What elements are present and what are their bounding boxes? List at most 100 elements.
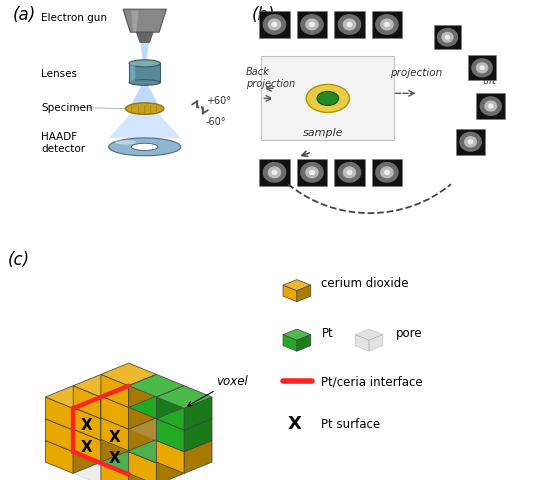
Polygon shape [156, 419, 184, 452]
Polygon shape [283, 286, 297, 302]
Ellipse shape [459, 132, 482, 153]
Text: projection: projection [390, 68, 442, 78]
Text: (b): (b) [252, 6, 275, 24]
Ellipse shape [305, 19, 319, 32]
Ellipse shape [441, 33, 454, 44]
Ellipse shape [464, 137, 477, 148]
Text: X: X [288, 415, 302, 432]
Ellipse shape [271, 23, 278, 28]
Ellipse shape [129, 81, 160, 86]
Bar [468, 56, 496, 81]
Ellipse shape [437, 29, 458, 48]
Ellipse shape [300, 15, 324, 36]
Bar [297, 12, 327, 39]
Text: tilt: tilt [482, 76, 496, 86]
Polygon shape [73, 419, 101, 452]
Polygon shape [101, 430, 156, 453]
Ellipse shape [480, 97, 502, 117]
Ellipse shape [380, 19, 394, 32]
Ellipse shape [115, 141, 136, 145]
Polygon shape [156, 441, 184, 473]
Polygon shape [129, 419, 156, 452]
Polygon shape [129, 374, 184, 397]
Text: X: X [81, 418, 93, 432]
Polygon shape [156, 408, 184, 441]
Polygon shape [131, 12, 139, 33]
Polygon shape [101, 452, 129, 480]
Polygon shape [156, 452, 184, 480]
Ellipse shape [263, 15, 286, 36]
Polygon shape [129, 408, 156, 441]
Polygon shape [101, 386, 129, 419]
Ellipse shape [384, 23, 390, 28]
Polygon shape [129, 418, 156, 451]
Polygon shape [156, 386, 212, 408]
Polygon shape [73, 418, 129, 441]
Bar [372, 160, 402, 186]
Polygon shape [73, 396, 129, 419]
Text: Pt/ceria interface: Pt/ceria interface [321, 375, 423, 388]
Polygon shape [156, 397, 184, 430]
Polygon shape [283, 280, 311, 291]
Polygon shape [101, 452, 156, 474]
Text: Pt: Pt [321, 326, 333, 339]
Polygon shape [73, 397, 101, 430]
Text: (c): (c) [8, 251, 30, 268]
Ellipse shape [480, 66, 485, 71]
Bar [260, 12, 289, 39]
Polygon shape [101, 418, 129, 451]
Polygon shape [101, 408, 129, 441]
Polygon shape [73, 374, 129, 397]
Ellipse shape [309, 170, 315, 176]
Polygon shape [109, 114, 180, 139]
Polygon shape [101, 463, 129, 480]
Ellipse shape [305, 167, 319, 179]
Ellipse shape [488, 104, 493, 109]
Text: Lenses: Lenses [42, 69, 77, 79]
Text: cerium dioxide: cerium dioxide [321, 277, 409, 290]
Polygon shape [156, 430, 184, 463]
Polygon shape [101, 429, 129, 462]
Polygon shape [156, 408, 212, 430]
Polygon shape [297, 335, 311, 351]
Text: voxel: voxel [188, 374, 248, 406]
Text: Specimen: Specimen [42, 103, 93, 113]
Polygon shape [73, 397, 129, 420]
Bar [476, 94, 505, 120]
Polygon shape [45, 441, 73, 473]
Polygon shape [101, 408, 129, 442]
Ellipse shape [337, 163, 362, 183]
Polygon shape [156, 386, 184, 419]
Polygon shape [355, 335, 369, 351]
Polygon shape [129, 442, 156, 474]
Ellipse shape [476, 63, 489, 74]
Polygon shape [101, 419, 129, 452]
Text: +60°: +60° [206, 96, 231, 106]
Ellipse shape [445, 36, 450, 41]
Polygon shape [101, 386, 156, 408]
Polygon shape [101, 408, 156, 431]
Polygon shape [156, 429, 212, 452]
Polygon shape [101, 363, 156, 386]
Ellipse shape [375, 15, 399, 36]
Polygon shape [156, 408, 184, 442]
Text: X: X [109, 450, 121, 466]
Polygon shape [129, 397, 156, 430]
Text: Electron gun: Electron gun [42, 13, 107, 23]
Polygon shape [136, 33, 153, 43]
Polygon shape [101, 385, 156, 408]
Text: HAADF
detector: HAADF detector [42, 132, 85, 153]
Ellipse shape [337, 15, 362, 36]
Polygon shape [73, 429, 101, 462]
Polygon shape [355, 329, 383, 340]
Polygon shape [101, 396, 129, 429]
Polygon shape [73, 452, 101, 480]
Polygon shape [123, 10, 167, 33]
Polygon shape [45, 419, 73, 452]
Polygon shape [45, 429, 101, 452]
Ellipse shape [129, 60, 160, 68]
Polygon shape [130, 64, 135, 84]
Text: (a): (a) [13, 6, 36, 24]
Polygon shape [101, 374, 129, 408]
Polygon shape [129, 64, 160, 84]
